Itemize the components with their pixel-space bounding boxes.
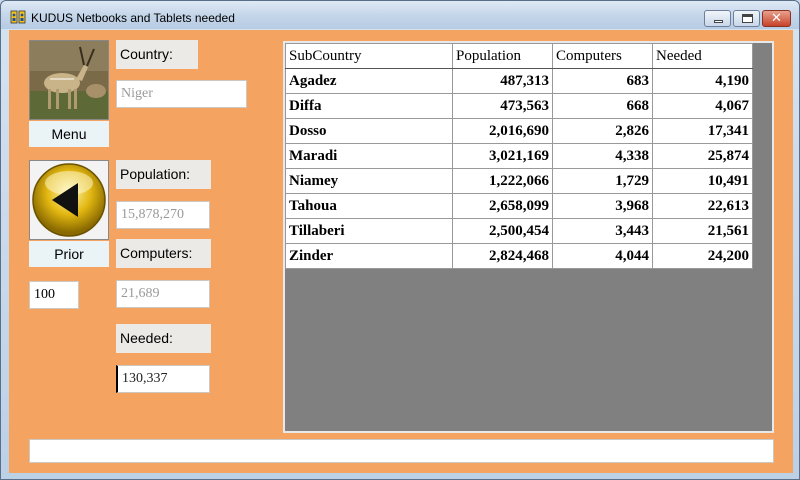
cell-subcountry[interactable]: Niamey	[285, 168, 453, 194]
cell-computers[interactable]: 668	[552, 93, 653, 119]
column-header-subcountry[interactable]: SubCountry	[285, 43, 453, 69]
table-row[interactable]: Tillaberi 2,500,454 3,443 21,561	[285, 218, 753, 244]
cell-computers[interactable]: 1,729	[552, 168, 653, 194]
table-row[interactable]: Zinder 2,824,468 4,044 24,200	[285, 243, 753, 269]
back-arrow-icon	[32, 163, 106, 237]
cell-needed[interactable]: 10,491	[652, 168, 753, 194]
cell-population[interactable]: 2,500,454	[452, 218, 553, 244]
cell-computers[interactable]: 4,338	[552, 143, 653, 169]
cell-population[interactable]: 2,658,099	[452, 193, 553, 219]
antelope-photo-icon	[30, 41, 108, 119]
prior-caption[interactable]: Prior	[29, 241, 109, 267]
cell-population[interactable]: 473,563	[452, 93, 553, 119]
cell-needed[interactable]: 21,561	[652, 218, 753, 244]
table-row[interactable]: Agadez 487,313 683 4,190	[285, 68, 753, 94]
country-label: Country:	[116, 40, 198, 69]
table-header-row: SubCountry Population Computers Needed	[285, 43, 753, 69]
cell-computers[interactable]: 683	[552, 68, 653, 94]
minimize-button[interactable]	[704, 10, 731, 27]
cell-subcountry[interactable]: Tahoua	[285, 193, 453, 219]
cell-population[interactable]: 1,222,066	[452, 168, 553, 194]
app-icon	[10, 9, 26, 25]
maximize-icon	[742, 14, 753, 23]
cell-subcountry[interactable]: Agadez	[285, 68, 453, 94]
population-field[interactable]: 15,878,270	[116, 201, 210, 229]
computers-field[interactable]: 21,689	[116, 280, 210, 308]
menu-image-button[interactable]	[29, 40, 109, 120]
cell-computers[interactable]: 3,968	[552, 193, 653, 219]
cell-population[interactable]: 2,824,468	[452, 243, 553, 269]
maximize-button[interactable]	[733, 10, 760, 27]
window-title: KUDUS Netbooks and Tablets needed	[31, 11, 235, 25]
table-row[interactable]: Tahoua 2,658,099 3,968 22,613	[285, 193, 753, 219]
cell-subcountry[interactable]: Maradi	[285, 143, 453, 169]
title-bar[interactable]: KUDUS Netbooks and Tablets needed ✕	[1, 1, 799, 29]
table-row[interactable]: Dosso 2,016,690 2,826 17,341	[285, 118, 753, 144]
table-row[interactable]: Niamey 1,222,066 1,729 10,491	[285, 168, 753, 194]
close-button[interactable]: ✕	[762, 10, 791, 27]
cell-population[interactable]: 2,016,690	[452, 118, 553, 144]
cell-computers[interactable]: 2,826	[552, 118, 653, 144]
country-field[interactable]: Niger	[116, 80, 247, 108]
cell-population[interactable]: 3,021,169	[452, 143, 553, 169]
cell-computers[interactable]: 4,044	[552, 243, 653, 269]
cell-subcountry[interactable]: Zinder	[285, 243, 453, 269]
cell-needed[interactable]: 17,341	[652, 118, 753, 144]
cell-needed[interactable]: 25,874	[652, 143, 753, 169]
table-row[interactable]: Maradi 3,021,169 4,338 25,874	[285, 143, 753, 169]
cell-computers[interactable]: 3,443	[552, 218, 653, 244]
minimize-icon	[714, 20, 723, 23]
cell-subcountry[interactable]: Dosso	[285, 118, 453, 144]
cell-needed[interactable]: 22,613	[652, 193, 753, 219]
status-bar	[29, 439, 774, 463]
population-label: Population:	[116, 160, 211, 189]
cell-needed[interactable]: 4,190	[652, 68, 753, 94]
table-row[interactable]: Diffa 473,563 668 4,067	[285, 93, 753, 119]
needed-field[interactable]: 130,337	[116, 365, 210, 393]
prior-button[interactable]	[29, 160, 109, 240]
cell-population[interactable]: 487,313	[452, 68, 553, 94]
needed-label: Needed:	[116, 324, 211, 353]
cell-subcountry[interactable]: Tillaberi	[285, 218, 453, 244]
computers-label: Computers:	[116, 239, 211, 268]
close-icon: ✕	[771, 11, 782, 26]
menu-caption[interactable]: Menu	[29, 121, 109, 147]
column-header-computers[interactable]: Computers	[552, 43, 653, 69]
column-header-population[interactable]: Population	[452, 43, 553, 69]
subcountry-table: SubCountry Population Computers Needed A…	[285, 43, 753, 269]
data-grid[interactable]: SubCountry Population Computers Needed A…	[283, 41, 774, 433]
column-header-needed[interactable]: Needed	[652, 43, 753, 69]
cell-needed[interactable]: 4,067	[652, 93, 753, 119]
step-input[interactable]: 100	[29, 281, 79, 309]
cell-needed[interactable]: 24,200	[652, 243, 753, 269]
cell-subcountry[interactable]: Diffa	[285, 93, 453, 119]
client-area: Menu Prior 100 Country: Niger	[9, 30, 793, 473]
